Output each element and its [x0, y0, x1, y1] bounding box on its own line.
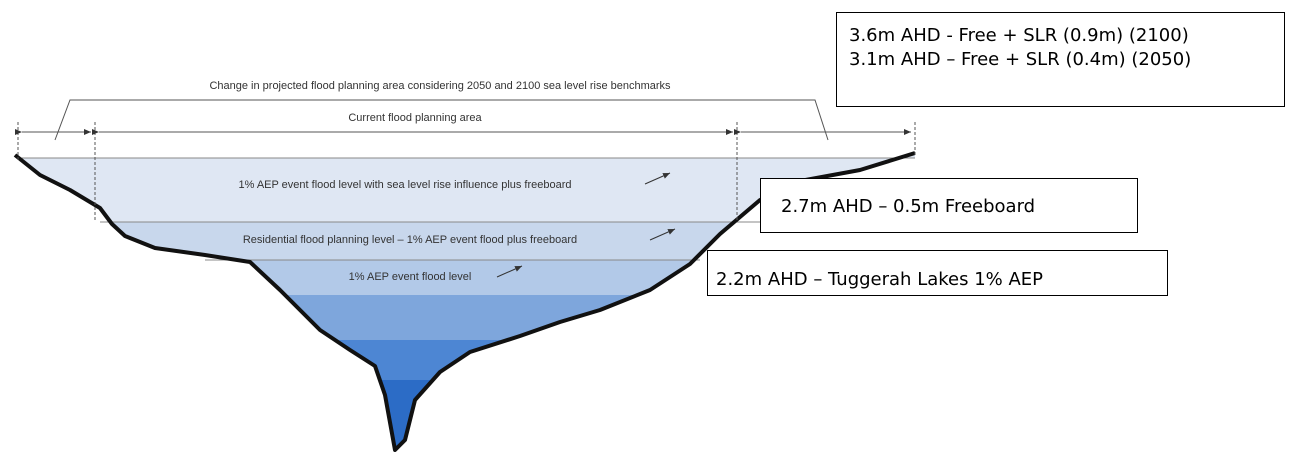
- box-text: 3.6m AHD - Free + SLR (0.9m) (2100): [849, 25, 1189, 46]
- level-label: 1% AEP event flood level with sea level …: [238, 179, 571, 191]
- level-box: 3.6m AHD - Free + SLR (0.9m) (2100) 3.1m…: [836, 12, 1285, 107]
- dimension-lines: [15, 99, 916, 220]
- top-bracket-label: Change in projected flood planning area …: [209, 80, 671, 92]
- box-text: 2.7m AHD – 0.5m Freeboard: [781, 196, 1036, 217]
- level-box: 2.2m AHD – Tuggerah Lakes 1% AEP: [707, 250, 1168, 296]
- box-text: 3.1m AHD – Free + SLR (0.4m) (2050): [849, 49, 1192, 70]
- level-label: Residential flood planning level – 1% AE…: [243, 234, 577, 246]
- ground-profile: [13, 151, 916, 452]
- level-label: 1% AEP event flood level: [349, 271, 472, 283]
- level-lines: [20, 157, 915, 261]
- level-arrows: [496, 172, 676, 278]
- level-box: 2.7m AHD – 0.5m Freeboard: [760, 178, 1138, 233]
- box-text: 2.2m AHD – Tuggerah Lakes 1% AEP: [716, 269, 1044, 290]
- current-area-label: Current flood planning area: [348, 112, 482, 124]
